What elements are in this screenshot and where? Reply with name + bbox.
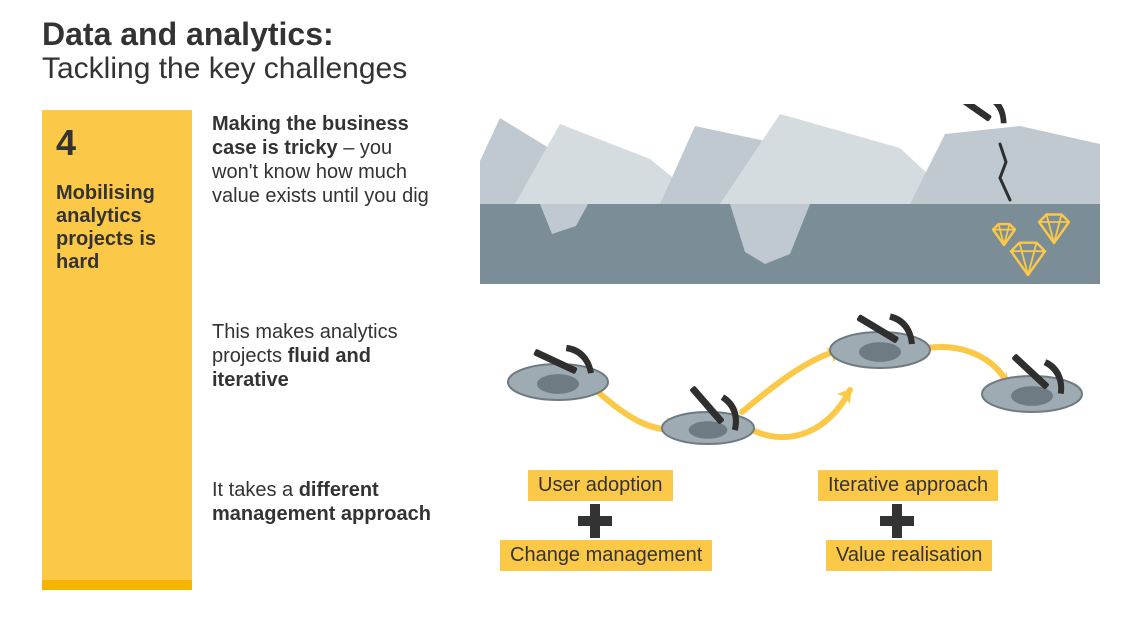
tag-boxes: User adoption Change management Iterativ… <box>480 470 1100 590</box>
sidebar-title: Mobilising analytics projects is hard <box>56 182 178 274</box>
tag-value-realisation: Value realisation <box>826 540 992 571</box>
tag-change-management: Change management <box>500 540 712 571</box>
sidebar-accent <box>42 580 192 590</box>
title-line1: Data and analytics: <box>42 18 1129 52</box>
header: Data and analytics: Tackling the key cha… <box>0 0 1129 97</box>
iceberg-illustration <box>480 104 1100 284</box>
sidebar: 4 Mobilising analytics projects is hard <box>42 110 192 590</box>
flow-illustration <box>480 300 1100 460</box>
tag-user-adoption: User adoption <box>528 470 673 501</box>
title-line2: Tackling the key challenges <box>42 52 1129 85</box>
body: 4 Mobilising analytics projects is hard … <box>0 110 1129 630</box>
sidebar-number: 4 <box>56 122 178 164</box>
plus-icon <box>578 504 612 538</box>
row3-copy: It takes a different management approach <box>212 478 432 526</box>
plus-icon <box>880 504 914 538</box>
row2-copy: This makes analytics projects fluid and … <box>212 320 432 392</box>
tag-iterative-approach: Iterative approach <box>818 470 998 501</box>
row3-pre: It takes a <box>212 479 299 501</box>
row1-copy: Making the business case is tricky – you… <box>212 112 432 208</box>
